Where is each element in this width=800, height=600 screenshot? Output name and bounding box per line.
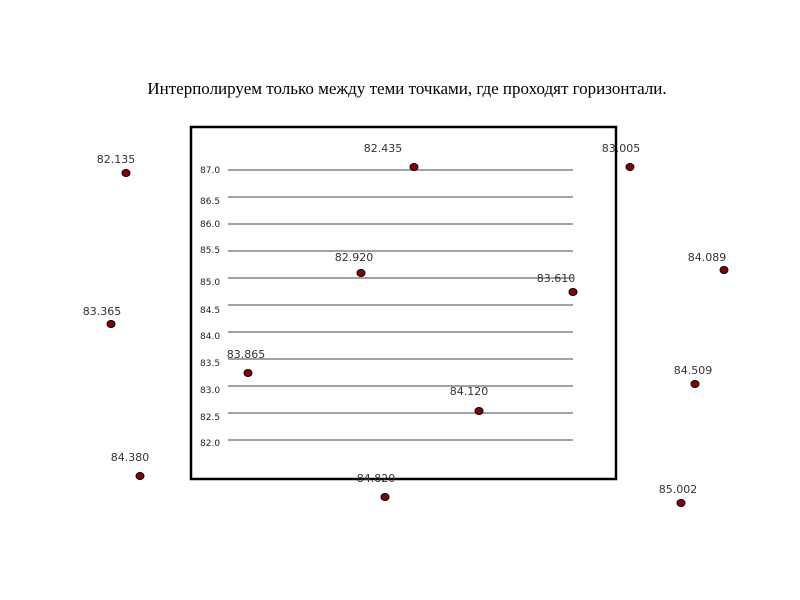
point-label: 82.435	[364, 142, 403, 155]
frame	[189, 125, 618, 481]
contour-label: 83.0	[200, 386, 220, 396]
contour-label: 87.0	[200, 166, 220, 176]
point	[568, 288, 578, 296]
point	[135, 472, 145, 480]
point-label: 83.005	[602, 142, 641, 155]
point-label: 84.380	[111, 451, 150, 464]
contour-label: 86.0	[200, 220, 220, 230]
contour-label: 85.5	[200, 246, 220, 256]
point-label: 84.120	[450, 385, 489, 398]
point	[356, 269, 366, 277]
point	[380, 493, 390, 501]
point-label: 84.089	[688, 251, 727, 264]
contour-label: 82.5	[200, 413, 220, 423]
point	[474, 407, 484, 415]
point	[409, 163, 419, 171]
contour-label: 86.5	[200, 197, 220, 207]
point	[106, 320, 116, 328]
point-label: 83.865	[227, 348, 266, 361]
title: Интерполируем только между теми точками,…	[147, 79, 666, 98]
point-label: 84.820	[357, 472, 396, 485]
point-label: 82.135	[97, 153, 136, 166]
point-label: 84.509	[674, 364, 713, 377]
point	[121, 169, 131, 177]
point	[690, 380, 700, 388]
contour-label: 84.0	[200, 332, 220, 342]
point-label: 83.610	[537, 272, 576, 285]
point	[719, 266, 729, 274]
point-label: 83.365	[83, 305, 122, 318]
contour-label: 83.5	[200, 359, 220, 369]
contour-label: 82.0	[200, 439, 220, 449]
point-label: 85.002	[659, 483, 698, 496]
point	[625, 163, 635, 171]
point	[243, 369, 253, 377]
point	[676, 499, 686, 507]
contour-label: 84.5	[200, 306, 220, 316]
contour-label: 85.0	[200, 278, 220, 288]
point-label: 82.920	[335, 251, 374, 264]
